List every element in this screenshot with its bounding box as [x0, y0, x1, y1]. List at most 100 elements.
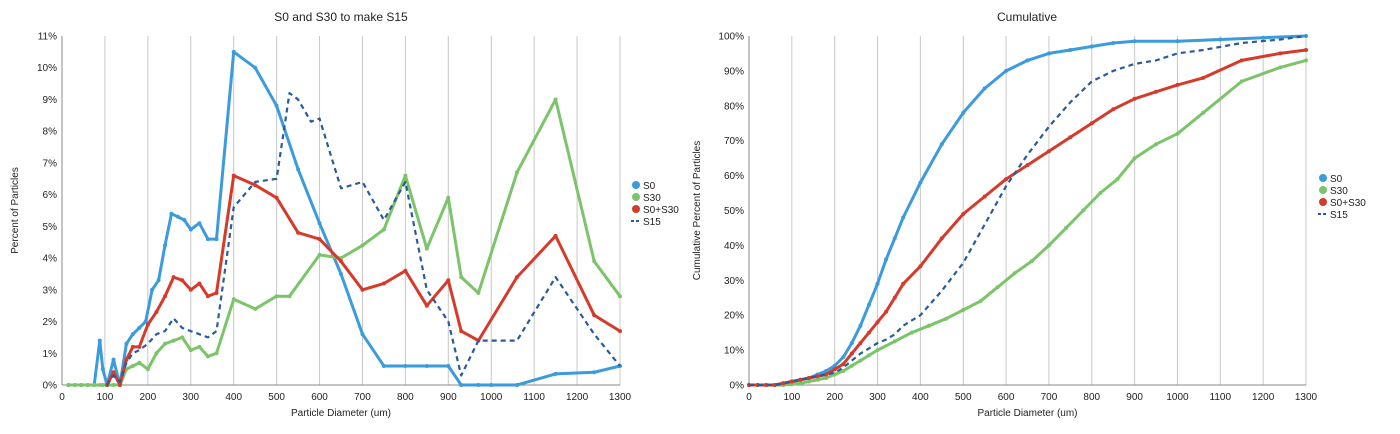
series-s15 [106, 91, 621, 386]
legend-swatch [632, 205, 640, 213]
data-point [163, 294, 167, 299]
data-point [1004, 177, 1009, 182]
x-tick-label: 1200 [1252, 392, 1275, 403]
data-point [360, 287, 365, 292]
y-axis-label: Percent of Particles [10, 167, 21, 254]
data-point [381, 227, 386, 232]
data-point [781, 381, 786, 386]
data-point [66, 383, 71, 387]
data-point [1132, 96, 1137, 101]
data-point [476, 383, 481, 387]
x-axis-label: Particle Diameter (um) [977, 408, 1077, 419]
data-point [1304, 58, 1308, 63]
data-point [824, 369, 829, 373]
data-point [1201, 110, 1206, 115]
data-point [841, 355, 846, 360]
data-point [188, 287, 193, 292]
data-point [867, 330, 871, 335]
data-point [592, 370, 597, 375]
data-point [1175, 82, 1180, 87]
legend-label: S0+S30 [643, 205, 679, 216]
data-point [982, 86, 987, 91]
legend-swatch [632, 181, 640, 189]
y-tick-label: 40% [724, 241, 744, 252]
x-tick-label: 0 [59, 392, 65, 403]
x-tick-label: 0 [746, 392, 752, 403]
data-point [1025, 58, 1030, 63]
data-point [789, 382, 794, 387]
data-point [1154, 89, 1158, 94]
data-point [1081, 208, 1086, 213]
x-tick-label: 300 [869, 392, 886, 403]
data-point [182, 218, 187, 222]
y-tick-label: 8% [43, 127, 58, 138]
chart-2: Cumulative 0 100 200 300 400 500 600 700 800 900 10… [692, 10, 1366, 419]
data-point [130, 332, 135, 337]
data-point [100, 383, 105, 387]
data-point [97, 338, 102, 343]
y-tick-label: 9% [43, 95, 58, 106]
x-tick-label: 800 [1083, 392, 1100, 403]
data-point [1068, 135, 1073, 140]
data-point [197, 221, 202, 226]
data-point [403, 364, 408, 368]
data-point [180, 335, 185, 340]
data-point [884, 309, 889, 314]
data-point [1115, 177, 1120, 182]
data-point [143, 319, 148, 324]
data-point [832, 367, 837, 372]
legend-swatch [632, 193, 640, 201]
series-s15 [749, 34, 1307, 387]
data-point [618, 329, 622, 334]
y-tick-label: 11% [38, 32, 57, 43]
data-point [901, 215, 906, 220]
data-point [188, 348, 193, 353]
data-point [1175, 131, 1180, 136]
y-tick-label: 7% [43, 158, 58, 169]
data-point [296, 167, 301, 172]
data-point [137, 360, 142, 365]
legend-label: S0+S30 [1330, 198, 1366, 209]
data-point [1218, 37, 1223, 42]
x-tick-label: 400 [225, 392, 242, 403]
data-point [1012, 271, 1017, 276]
y-tick-label: 4% [43, 254, 58, 265]
data-point [815, 374, 820, 379]
data-point [1046, 149, 1051, 154]
data-point [231, 297, 236, 302]
data-point [909, 330, 914, 335]
data-point [339, 259, 343, 264]
y-axis-label: Cumulative Percent of Particles [692, 141, 703, 281]
x-tick-label: 300 [182, 392, 199, 403]
data-point [169, 211, 174, 216]
data-point [553, 371, 558, 376]
series-line [68, 98, 622, 387]
data-point [111, 357, 116, 362]
data-point [1201, 75, 1206, 80]
x-axis-label: Particle Diameter (um) [291, 408, 391, 419]
x-tick-label: 1000 [480, 392, 503, 403]
data-point [459, 275, 464, 280]
series-s0 [66, 49, 622, 387]
x-tick-label: 900 [440, 392, 457, 403]
data-point [85, 383, 90, 387]
chart-title: Cumulative [997, 10, 1057, 24]
data-point [1025, 163, 1030, 168]
data-point [1098, 191, 1103, 195]
y-tick-label: 0% [730, 381, 745, 392]
data-point [849, 341, 854, 346]
x-tick-label: 200 [826, 392, 843, 403]
legend-label: S15 [643, 217, 661, 228]
x-tick-label: 600 [311, 392, 328, 403]
series-line [106, 91, 621, 386]
x-tick-label: 500 [268, 392, 285, 403]
data-point [858, 341, 863, 346]
data-point [982, 194, 987, 199]
data-point [858, 358, 863, 363]
data-point [1111, 107, 1116, 112]
data-point [154, 351, 159, 356]
data-point [403, 268, 408, 273]
series-line [68, 50, 621, 387]
data-point [1089, 121, 1094, 126]
data-point [459, 329, 464, 334]
